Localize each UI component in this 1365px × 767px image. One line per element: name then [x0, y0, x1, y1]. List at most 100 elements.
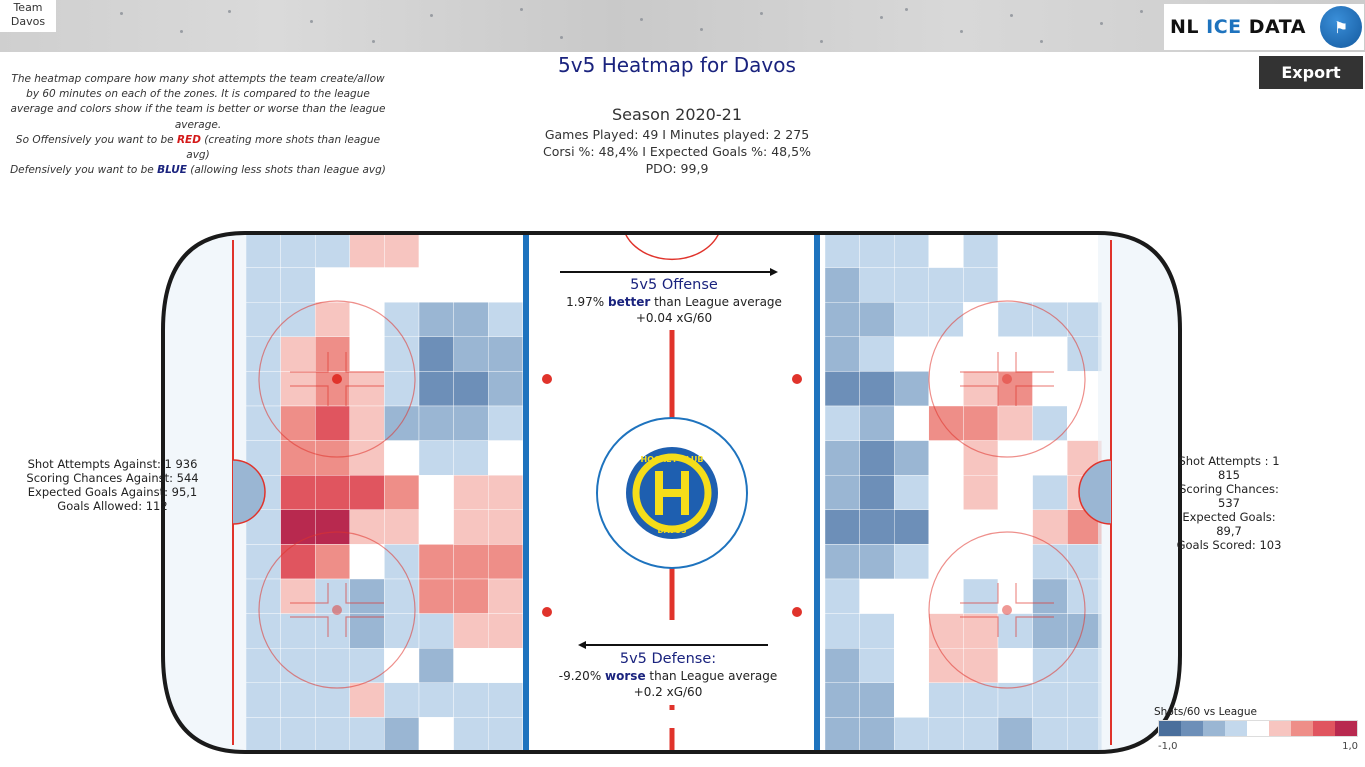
heatmap-cell: [928, 717, 964, 752]
heatmap-cell: [1032, 336, 1068, 372]
heatmap-cell: [963, 544, 999, 580]
heatmap-cell: [963, 509, 999, 545]
heatmap-cell: [859, 405, 895, 441]
heatmap-cell: [997, 405, 1033, 441]
heatmap-cell: [315, 267, 351, 303]
heatmap-cell: [418, 405, 454, 441]
heatmap-cell: [894, 648, 930, 684]
heatmap-cell: [928, 371, 964, 407]
heatmap-cell: [245, 682, 281, 718]
davos-text: DAVOS: [658, 526, 687, 535]
heatmap-cell: [963, 302, 999, 338]
heatmap-cell: [488, 578, 524, 614]
defense-stats: Shot Attempts Against: 1 936 Scoring Cha…: [26, 457, 199, 513]
heatmap-cell: [824, 336, 860, 372]
banner-spot: [880, 16, 883, 19]
heatmap-cell: [824, 302, 860, 338]
banner-spot: [180, 30, 183, 33]
legend-swatch: [1313, 721, 1335, 736]
heatmap-cell: [384, 302, 420, 338]
heatmap-cell: [824, 717, 860, 752]
heatmap-cell: [418, 544, 454, 580]
crease-left: [232, 459, 266, 525]
heatmap-cell: [280, 440, 316, 476]
heatmap-cell: [488, 267, 524, 303]
legend-color-bar: [1158, 720, 1358, 737]
boards: [161, 231, 1182, 754]
games-played-line: Games Played: 49 I Minutes played: 2 275: [544, 127, 810, 142]
heatmap-cell: [859, 544, 895, 580]
heatmap-cell: [418, 440, 454, 476]
heatmap-cell: [315, 405, 351, 441]
legend-swatch: [1181, 721, 1203, 736]
heatmap-cell: [997, 717, 1033, 752]
heatmap-cell: [453, 475, 489, 511]
heatmap-cell: [384, 682, 420, 718]
team-label: Team Davos: [0, 0, 56, 32]
export-button[interactable]: Export: [1259, 56, 1363, 89]
heatmap-cell: [1066, 682, 1102, 718]
heatmap-cell: [245, 648, 281, 684]
heatmap-cell: [315, 751, 351, 752]
heatmap-cell: [894, 544, 930, 580]
heatmap-cell: [280, 613, 316, 649]
crease-right: [1078, 459, 1112, 525]
heatmap-cell: [315, 544, 351, 580]
nl-ice-data-logo: NL ICE DATA ⚑: [1164, 4, 1364, 50]
heatmap-cell: [315, 613, 351, 649]
heatmap-cell: [349, 717, 385, 752]
heatmap-cell: [349, 233, 385, 268]
banner-spot: [820, 40, 823, 43]
heatmap-cell: [384, 613, 420, 649]
heatmap-cell: [488, 682, 524, 718]
faceoff-circle: [928, 531, 1086, 689]
heatmap-cell: [963, 336, 999, 372]
heatmap-cell: [488, 371, 524, 407]
heatmap-cell: [859, 302, 895, 338]
heatmap-cell: [997, 751, 1033, 752]
intro-explanation: The heatmap compare how many shot attemp…: [10, 73, 386, 177]
heatmap-cell: [894, 440, 930, 476]
banner-spot: [1040, 40, 1043, 43]
banner-spot: [228, 10, 231, 13]
heatmap-cell: [384, 267, 420, 303]
banner-spot: [120, 12, 123, 15]
heatmap-cell: [928, 302, 964, 338]
heatmap-cell: [418, 336, 454, 372]
heatmap-cell: [997, 233, 1033, 268]
heatmap-cell: [349, 578, 385, 614]
heatmap-cell: [824, 682, 860, 718]
heatmap-cell: [997, 509, 1033, 545]
heatmap-cell: [997, 648, 1033, 684]
heatmap-cell: [928, 682, 964, 718]
heatmap-cell: [418, 475, 454, 511]
banner-spot: [760, 12, 763, 15]
heatmap-cell: [859, 578, 895, 614]
heatmap-cell: [418, 751, 454, 752]
heatmap-cell: [418, 371, 454, 407]
heatmap-cell: [824, 544, 860, 580]
heatmap-cell: [384, 717, 420, 752]
heatmap-cell: [824, 267, 860, 303]
heatmap-cell: [1066, 233, 1102, 268]
heatmap-cell: [894, 405, 930, 441]
heatmap-cell: [1066, 751, 1102, 752]
offense-summary: 5v5 Offense 1.97% better than League ave…: [566, 277, 782, 325]
heatmap-cell: [928, 648, 964, 684]
heatmap-cell: [894, 578, 930, 614]
heatmap-cell: [453, 405, 489, 441]
heatmap-cell: [997, 613, 1033, 649]
banner-spot: [372, 40, 375, 43]
heatmap-cell: [928, 405, 964, 441]
heatmap-cell: [488, 509, 524, 545]
heatmap-cell: [453, 371, 489, 407]
heatmap-cell: [1032, 371, 1068, 407]
heatmap-cell: [997, 440, 1033, 476]
heatmap-cell: [418, 302, 454, 338]
heatmap-cell: [418, 613, 454, 649]
offensive-zone-heatmap: [824, 233, 1102, 752]
heatmap-cell: [963, 648, 999, 684]
heatmap-cell: [280, 475, 316, 511]
heatmap-cell: [894, 302, 930, 338]
heatmap-cell: [894, 613, 930, 649]
